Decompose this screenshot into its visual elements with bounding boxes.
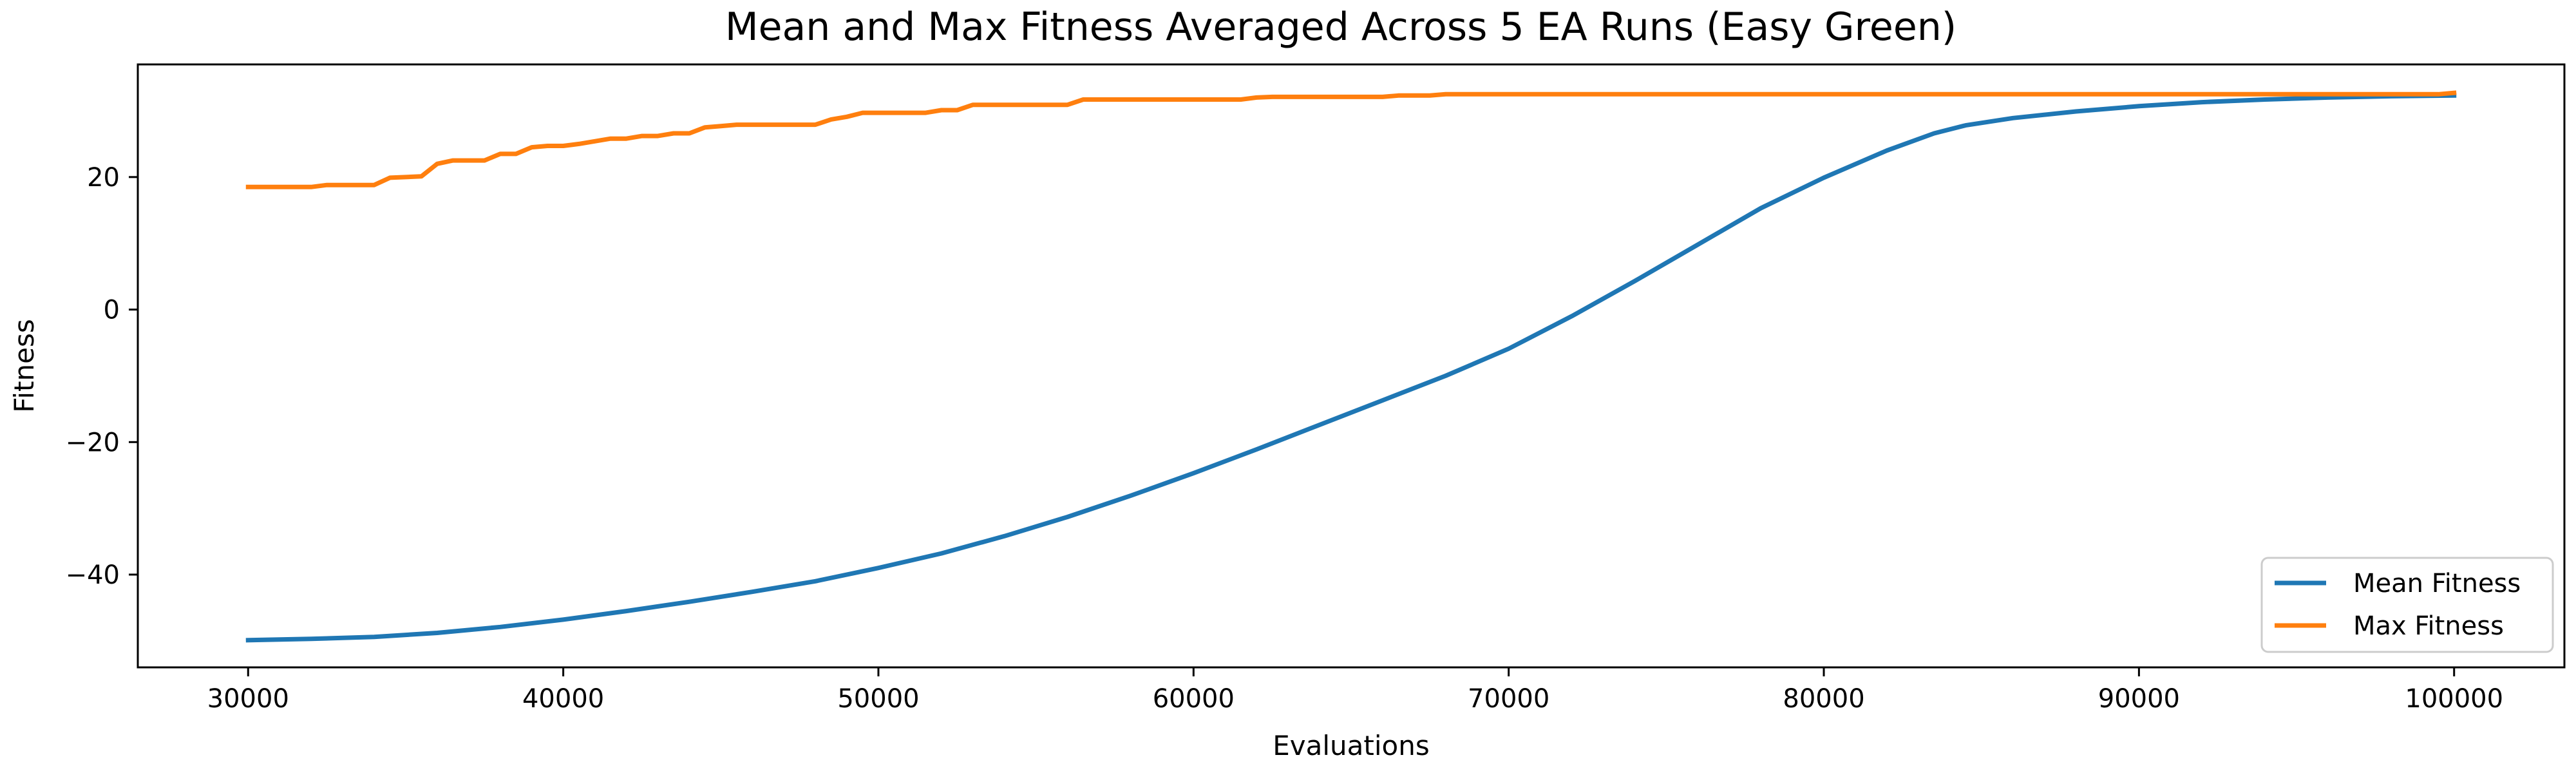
series-lines [245, 90, 2457, 643]
x-tick-label: 40000 [522, 684, 604, 714]
y-tick-label: −20 [66, 428, 120, 457]
chart-title: Mean and Max Fitness Averaged Across 5 E… [725, 5, 1956, 50]
plot-frame [137, 63, 2566, 669]
legend-box [2260, 557, 2554, 653]
y-tick-label: 20 [87, 163, 120, 193]
x-tick-label: 60000 [1153, 684, 1235, 714]
legend-label-max-fitness: Max Fitness [2353, 611, 2504, 641]
legend: Mean Fitness Max Fitness [2260, 557, 2554, 653]
axis-ticks: 30000 40000 50000 60000 70000 80000 90000 10000… [66, 163, 2504, 714]
y-tick-label: −40 [66, 560, 120, 590]
x-tick-label: 30000 [207, 684, 289, 714]
series-line-max-fitness [245, 90, 2457, 189]
x-tick-label: 90000 [2098, 684, 2180, 714]
x-tick-label: 100000 [2405, 684, 2503, 714]
legend-label-mean-fitness: Mean Fitness [2353, 569, 2521, 598]
y-axis-label: Fitness [8, 319, 40, 412]
x-tick-label: 50000 [837, 684, 919, 714]
x-tick-label: 80000 [1783, 684, 1864, 714]
x-axis-label: Evaluations [1273, 730, 1430, 761]
series-line-mean-fitness [245, 93, 2457, 643]
x-tick-label: 70000 [1468, 684, 1549, 714]
y-tick-label: 0 [104, 296, 120, 325]
